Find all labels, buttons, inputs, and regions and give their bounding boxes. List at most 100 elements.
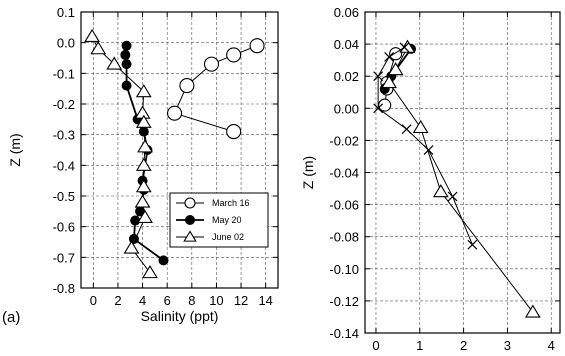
data-point bbox=[467, 239, 478, 250]
y-tick-label: -0.8 bbox=[53, 281, 75, 296]
series-line bbox=[388, 47, 534, 313]
grid bbox=[365, 12, 560, 333]
legend-label: March 16 bbox=[212, 198, 250, 208]
data-point bbox=[135, 84, 152, 98]
y-tick-label: -0.2 bbox=[53, 97, 75, 112]
x-tick-label: 4 bbox=[548, 338, 555, 353]
series-0 bbox=[167, 38, 265, 140]
data-point bbox=[432, 184, 449, 198]
legend-item: March 16 bbox=[176, 197, 250, 209]
y-tick-label: -0.4 bbox=[53, 158, 75, 173]
x-tick-label: 3 bbox=[504, 338, 511, 353]
cross-stroke bbox=[401, 124, 412, 135]
y-tick-label: -0.06 bbox=[329, 198, 359, 213]
data-point bbox=[134, 105, 151, 119]
legend-item: June 02 bbox=[176, 230, 244, 242]
series-3 bbox=[373, 42, 478, 250]
data-point bbox=[387, 62, 404, 76]
x-tick-label: 0 bbox=[372, 338, 379, 353]
data-point bbox=[137, 139, 153, 153]
legend-label: May 20 bbox=[212, 215, 242, 225]
series-line bbox=[91, 36, 151, 273]
y-tick-label: -0.02 bbox=[329, 133, 359, 148]
data-point bbox=[412, 119, 429, 134]
x-tick-label: 1 bbox=[416, 338, 423, 353]
data-point bbox=[167, 105, 183, 121]
x-tick-label: 0 bbox=[90, 293, 97, 308]
data-point bbox=[203, 56, 220, 72]
y-tick-label: -0.3 bbox=[53, 128, 75, 143]
y-tick-label: -0.08 bbox=[329, 230, 359, 245]
x-tick-label: 2 bbox=[460, 338, 467, 353]
plot-frame bbox=[80, 11, 279, 289]
grid bbox=[81, 12, 278, 288]
data-point bbox=[135, 157, 152, 171]
y-tick-label: 0.1 bbox=[57, 5, 75, 20]
legend-marker bbox=[184, 197, 196, 209]
x-axis-label: Salinity (ppt) bbox=[141, 308, 219, 324]
y-tick-label: 0.0 bbox=[57, 36, 75, 51]
data-point bbox=[373, 71, 384, 82]
data-point bbox=[142, 264, 158, 279]
series-2 bbox=[381, 39, 541, 318]
data-point bbox=[90, 41, 107, 55]
data-point bbox=[84, 28, 100, 43]
x-tick-label: 6 bbox=[164, 293, 171, 308]
data-point bbox=[226, 47, 242, 63]
y-tick-label: -0.6 bbox=[53, 220, 75, 235]
data-point bbox=[130, 215, 141, 226]
y-tick-label: -0.14 bbox=[329, 326, 359, 341]
data-point bbox=[399, 42, 410, 53]
legend-label: June 02 bbox=[212, 232, 244, 242]
legend-item: May 20 bbox=[176, 215, 242, 225]
data-point bbox=[106, 56, 123, 70]
data-point bbox=[249, 38, 265, 54]
data-point bbox=[121, 80, 132, 91]
y-tick-label: -0.5 bbox=[53, 189, 75, 204]
data-point bbox=[384, 52, 395, 62]
y-tick-label: -0.04 bbox=[329, 166, 359, 181]
y-axis-label: Z (m) bbox=[7, 133, 23, 166]
panel-b: 0 1 2 3 4 0.06 0.04 0.02 0.00 -0.02 -0.04 -0.06 -0.0… bbox=[294, 5, 561, 356]
data-point bbox=[401, 124, 412, 135]
series-line bbox=[377, 46, 473, 245]
legend-marker bbox=[183, 230, 197, 242]
panel-a: 0 2 4 6 8 10 12 14 0.1 0.0 -0.1 -0.2 -0.3 -0.4 -0.5 -0.… bbox=[2, 5, 279, 326]
data-point bbox=[137, 209, 153, 223]
data-point bbox=[123, 240, 140, 254]
cross-stroke bbox=[447, 191, 458, 202]
data-point bbox=[378, 98, 392, 112]
y-tick-label: 0.06 bbox=[334, 5, 359, 20]
data-point bbox=[158, 255, 169, 266]
cross-stroke bbox=[423, 145, 434, 155]
legend: March 16 May 20 June 02 bbox=[169, 192, 269, 248]
data-point bbox=[135, 179, 152, 193]
x-tick-label: 4 bbox=[139, 293, 146, 308]
y-tick-label: 0.00 bbox=[334, 101, 359, 116]
data-point bbox=[447, 191, 458, 202]
y-tick-label: -0.7 bbox=[53, 250, 75, 265]
data-point bbox=[226, 124, 242, 140]
data-point bbox=[134, 194, 151, 208]
panel-label: (a) bbox=[2, 309, 20, 326]
x-tick-label: 12 bbox=[234, 293, 248, 308]
cross-stroke bbox=[399, 42, 410, 53]
data-point bbox=[121, 40, 132, 51]
cross-stroke bbox=[373, 71, 384, 82]
data-point bbox=[135, 114, 152, 128]
cross-stroke bbox=[384, 52, 395, 62]
x-tick-label: 2 bbox=[114, 293, 121, 308]
legend-marker bbox=[185, 215, 195, 225]
x-tick-label: 8 bbox=[188, 293, 195, 308]
x-tick-label: 14 bbox=[258, 293, 272, 308]
x-axis-label: Salinity (ppt) bbox=[414, 353, 492, 356]
data-point bbox=[373, 103, 384, 114]
series-2 bbox=[84, 28, 158, 279]
data-point bbox=[423, 145, 434, 155]
panel-label: (b) bbox=[294, 354, 312, 356]
y-axis-label: Z (m) bbox=[300, 156, 316, 189]
cross-stroke bbox=[467, 239, 478, 250]
x-tick-label: 10 bbox=[209, 293, 223, 308]
data-point bbox=[524, 304, 541, 318]
